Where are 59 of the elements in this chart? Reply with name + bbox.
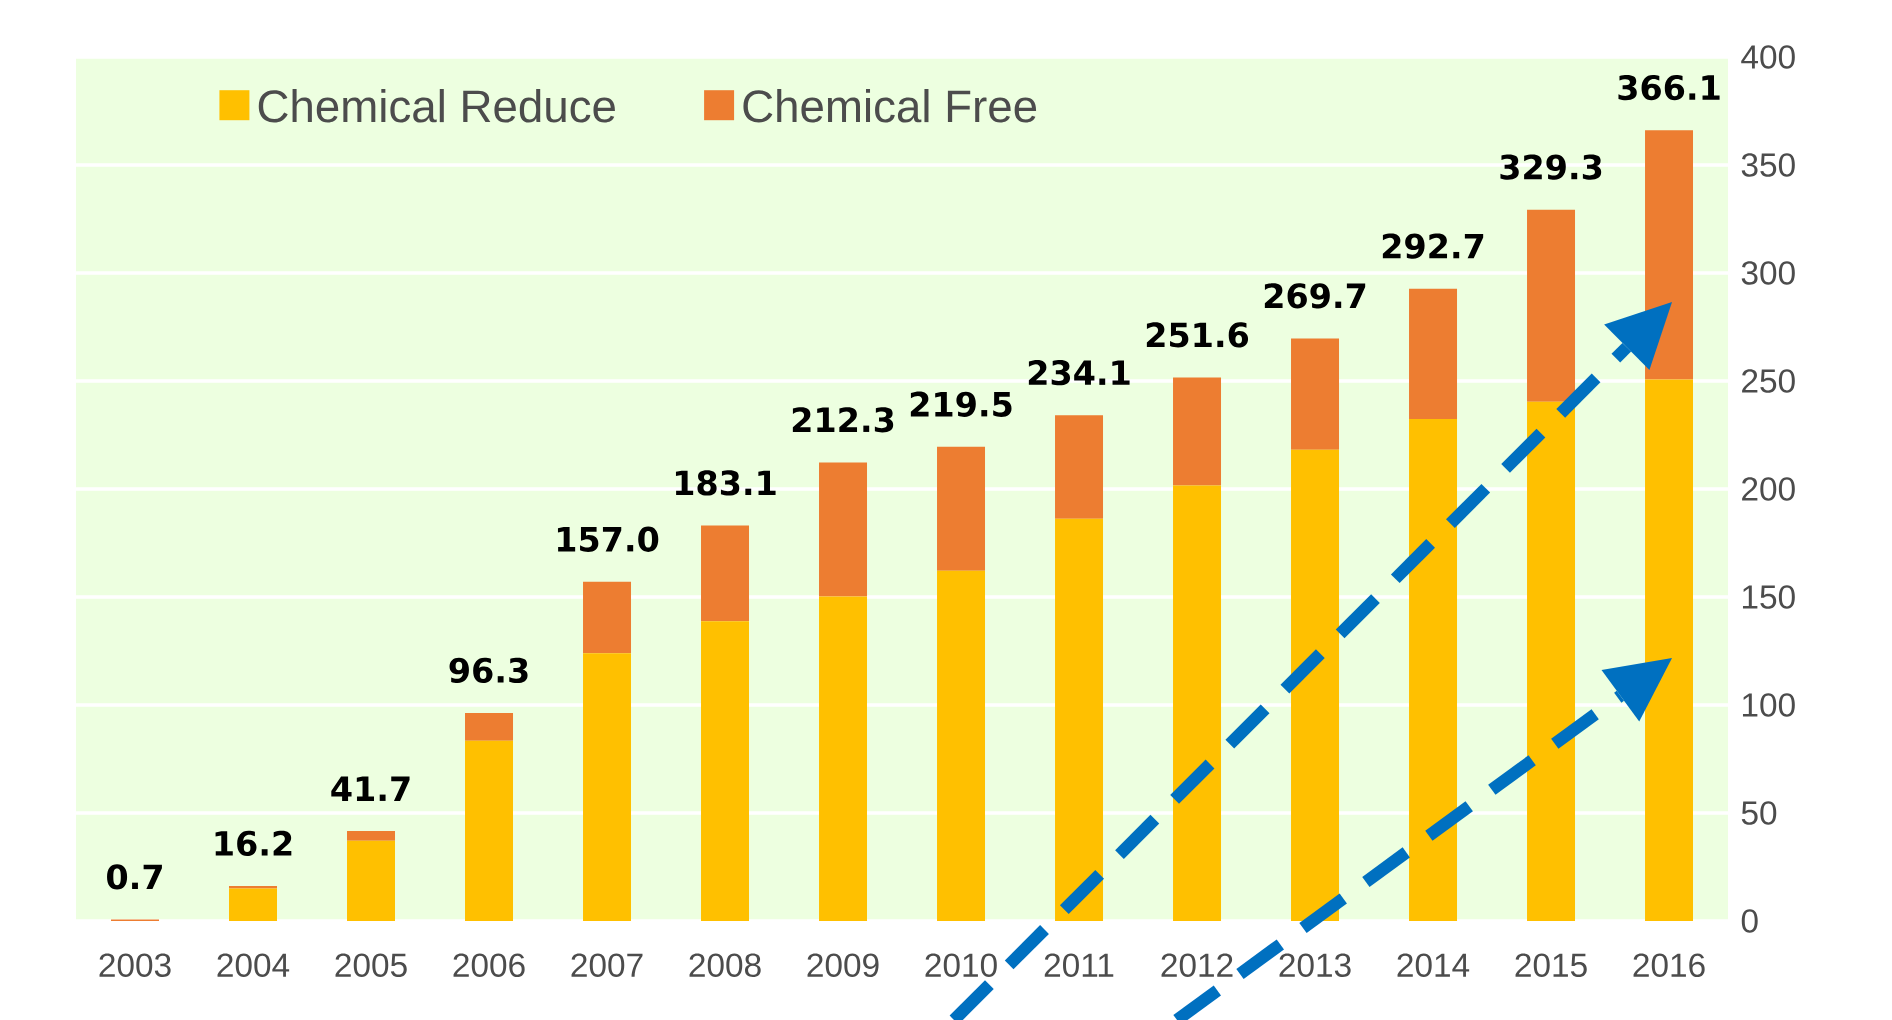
x-tick-label: 2016 — [1633, 953, 1705, 978]
total-label: 292.7 — [1382, 233, 1484, 259]
y-tick-label: 0 — [1741, 909, 1758, 933]
total-label: 251.6 — [1146, 322, 1249, 348]
bar — [1409, 288, 1458, 419]
legend-label: Chemical Reduce — [258, 89, 615, 123]
x-tick-label: 2008 — [689, 953, 761, 978]
total-label: 269.7 — [1264, 283, 1366, 309]
total-label: 329.3 — [1500, 154, 1602, 180]
bar — [1527, 209, 1576, 402]
total-label: 157.0 — [557, 526, 659, 552]
bar — [819, 462, 868, 597]
x-tick-label: 2013 — [1279, 953, 1351, 978]
bar — [1291, 338, 1340, 450]
bar — [465, 740, 514, 921]
y-tick-label: 150 — [1742, 585, 1795, 609]
bar — [1173, 377, 1222, 486]
y-tick-label: 50 — [1741, 801, 1777, 825]
total-label: 0.7 — [107, 864, 162, 890]
bar — [347, 840, 396, 921]
y-tick-label: 350 — [1741, 153, 1795, 177]
y-tick-label: 200 — [1742, 477, 1795, 501]
bar — [937, 570, 986, 921]
bar — [583, 581, 632, 654]
x-tick-label: 2014 — [1397, 953, 1470, 978]
y-tick-label: 250 — [1742, 369, 1795, 393]
bar — [583, 653, 632, 921]
legend-label: Chemical Free — [743, 89, 1037, 123]
x-tick-label: 2015 — [1515, 953, 1587, 978]
x-tick-label: 2005 — [335, 953, 407, 978]
x-tick-label: 2012 — [1161, 953, 1233, 978]
bar — [1055, 415, 1104, 519]
total-label: 219.5 — [910, 391, 1012, 417]
x-tick-label: 2003 — [99, 953, 171, 978]
y-tick-label: 300 — [1741, 261, 1795, 285]
bar — [229, 885, 278, 889]
y-tick-label: 400 — [1741, 45, 1795, 69]
x-tick-label: 2010 — [925, 953, 997, 978]
total-label: 41.7 — [331, 776, 410, 801]
bar — [701, 621, 750, 921]
bar — [937, 446, 986, 571]
x-tick-label: 2007 — [571, 953, 643, 978]
x-tick-label: 2011 — [1044, 953, 1114, 978]
x-tick-label: 2009 — [807, 953, 879, 978]
bar — [819, 596, 868, 921]
bar — [347, 830, 396, 841]
total-label: 183.1 — [675, 470, 776, 496]
bar — [701, 525, 750, 622]
x-tick-label: 2004 — [217, 953, 290, 978]
total-label: 16.2 — [215, 830, 292, 857]
total-label: 212.3 — [792, 407, 894, 433]
bar — [229, 888, 278, 921]
total-label: 366.1 — [1618, 74, 1720, 101]
x-tick-label: 2006 — [453, 953, 525, 978]
y-tick-label: 100 — [1742, 693, 1795, 717]
total-label: 96.3 — [449, 657, 528, 683]
total-label: 234.1 — [1028, 360, 1130, 386]
bar — [1055, 518, 1104, 921]
bar — [465, 712, 514, 741]
